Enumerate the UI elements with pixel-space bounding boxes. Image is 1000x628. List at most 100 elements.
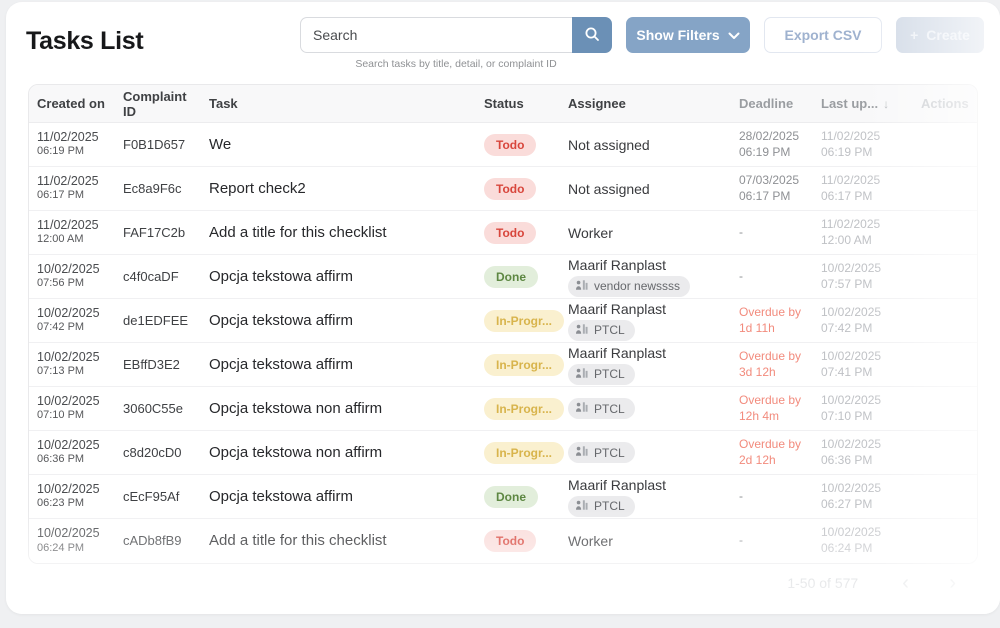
deadline-cell: Overdue by 3d 12h (739, 349, 821, 380)
task-cell: Opcja tekstowa non affirm (209, 400, 484, 418)
last-updated-cell: 10/02/2025 07:42 PM (821, 305, 921, 336)
table-row[interactable]: 10/02/2025 06:23 PM cEcF95Af Opcja tekst… (29, 475, 977, 519)
search-input[interactable] (300, 17, 572, 53)
assignee-chip-label: PTCL (594, 445, 625, 460)
table-row[interactable]: 10/02/2025 07:13 PM EBffD3E2 Opcja tekst… (29, 343, 977, 387)
assignee-chip: PTCL (568, 398, 635, 419)
status-cell: Done (484, 265, 568, 288)
column-header-task[interactable]: Task (209, 96, 238, 111)
complaint-id: FAF17C2b (123, 224, 186, 240)
deadline-line1: 07/03/2025 (739, 172, 800, 187)
updated-time: 07:41 PM (821, 364, 873, 379)
table-row[interactable]: 10/02/2025 06:24 PM cADb8fB9 Add a title… (29, 519, 977, 563)
deadline-cell: - (739, 225, 821, 241)
table-header-row: Created on Complaint ID Task Status Assi… (29, 85, 977, 123)
organization-icon (575, 499, 589, 514)
assignee-chip: PTCL (568, 442, 635, 463)
assignee-name: Worker (568, 533, 613, 549)
task-cell: Opcja tekstowa affirm (209, 268, 484, 286)
deadline-line2: 06:19 PM (739, 144, 791, 159)
created-time: 06:24 PM (37, 541, 85, 554)
complaint-id-cell: 3060C55e (123, 400, 209, 418)
deadline-line1: Overdue by (739, 436, 802, 451)
export-csv-button[interactable]: Export CSV (764, 17, 882, 53)
task-title: We (209, 135, 232, 153)
complaint-id-cell: F0B1D657 (123, 136, 209, 154)
table-row[interactable]: 10/02/2025 07:42 PM de1EDFEE Opcja tekst… (29, 299, 977, 343)
assignee-cell: PTCL (568, 398, 739, 419)
deadline-line1: - (739, 533, 743, 548)
deadline-cell: - (739, 533, 821, 549)
deadline-line1: 28/02/2025 (739, 128, 800, 143)
search-button[interactable] (572, 17, 612, 53)
deadline-line1: - (739, 488, 743, 503)
last-updated-cell: 11/02/2025 12:00 AM (821, 217, 921, 248)
updated-date: 10/02/2025 (821, 480, 882, 495)
created-time: 06:36 PM (37, 453, 85, 466)
status-badge: In-Progr... (484, 441, 565, 464)
table-row[interactable]: 10/02/2025 07:10 PM 3060C55e Opcja tekst… (29, 387, 977, 431)
created-time: 07:13 PM (37, 365, 85, 378)
created-date: 10/02/2025 (37, 437, 100, 452)
created-date: 10/02/2025 (37, 526, 100, 541)
deadline-line2: 12h 4m (739, 408, 780, 423)
created-time: 06:23 PM (37, 497, 85, 510)
created-date: 11/02/2025 (37, 173, 99, 188)
table-row[interactable]: 11/02/2025 06:19 PM F0B1D657 We Todo Not… (29, 123, 977, 167)
chevron-left-icon[interactable]: ‹ (898, 573, 913, 593)
updated-time: 06:19 PM (821, 144, 873, 159)
show-filters-button[interactable]: Show Filters (626, 17, 750, 53)
assignee-chip-label: PTCL (594, 323, 625, 337)
updated-time: 07:10 PM (821, 408, 873, 423)
created-date: 11/02/2025 (37, 217, 99, 232)
updated-date: 10/02/2025 (821, 392, 882, 407)
task-cell: Opcja tekstowa affirm (209, 312, 484, 330)
column-header-deadline[interactable]: Deadline (739, 96, 794, 111)
assignee-cell: Worker (568, 225, 739, 241)
assignee-name: Not assigned (568, 180, 650, 197)
assignee-name: Worker (568, 224, 613, 241)
updated-time: 07:42 PM (821, 320, 873, 335)
task-cell: Report check2 (209, 180, 484, 198)
updated-time: 12:00 AM (821, 232, 872, 247)
organization-icon (575, 279, 589, 294)
status-cell: In-Progr... (484, 397, 568, 420)
column-header-status[interactable]: Status (484, 96, 524, 111)
task-title: Add a title for this checklist (209, 532, 387, 549)
table-row[interactable]: 11/02/2025 12:00 AM FAF17C2b Add a title… (29, 211, 977, 255)
complaint-id-cell: FAF17C2b (123, 224, 209, 242)
task-cell: Opcja tekstowa affirm (209, 356, 484, 374)
column-header-created-on[interactable]: Created on (37, 96, 105, 111)
column-header-assignee[interactable]: Assignee (568, 96, 626, 111)
sort-descending-icon[interactable]: ↓ (883, 96, 890, 111)
created-date: 11/02/2025 (37, 129, 99, 144)
deadline-cell: - (739, 489, 821, 505)
create-button[interactable]: + Create (896, 17, 984, 53)
organization-icon (575, 401, 589, 416)
organization-icon (575, 445, 589, 460)
status-badge: In-Progr... (484, 309, 565, 332)
table-row[interactable]: 10/02/2025 07:56 PM c4f0caDF Opcja tekst… (29, 255, 977, 299)
assignee-name: Maarif Ranplast (568, 256, 667, 273)
assignee-cell: PTCL (568, 442, 739, 463)
created-date: 10/02/2025 (37, 481, 100, 496)
last-updated-cell: 11/02/2025 06:19 PM (821, 129, 921, 160)
created-on-cell: 10/02/2025 06:24 PM (37, 526, 123, 555)
column-header-complaint-id[interactable]: Complaint ID (123, 88, 187, 119)
assignee-chip: vendor newssss (568, 275, 691, 297)
created-on-cell: 10/02/2025 06:36 PM (37, 438, 123, 467)
table-row[interactable]: 10/02/2025 06:36 PM c8d20cD0 Opcja tekst… (29, 431, 977, 475)
status-badge: Done (484, 265, 538, 288)
task-cell: We (209, 136, 484, 154)
complaint-id: Ec8a9F6c (123, 180, 182, 196)
assignee-chip: PTCL (568, 363, 635, 385)
last-updated-cell: 10/02/2025 06:27 PM (821, 481, 921, 512)
chevron-right-icon[interactable]: › (945, 573, 960, 593)
table-row[interactable]: 11/02/2025 06:17 PM Ec8a9F6c Report chec… (29, 167, 977, 211)
assignee-name: Maarif Ranplast (568, 476, 667, 493)
column-header-last-updated[interactable]: Last up... ↓ (821, 96, 890, 111)
complaint-id: EBffD3E2 (123, 356, 180, 372)
updated-time: 07:57 PM (821, 276, 873, 291)
status-cell: Done (484, 485, 568, 508)
status-cell: Todo (484, 177, 568, 200)
